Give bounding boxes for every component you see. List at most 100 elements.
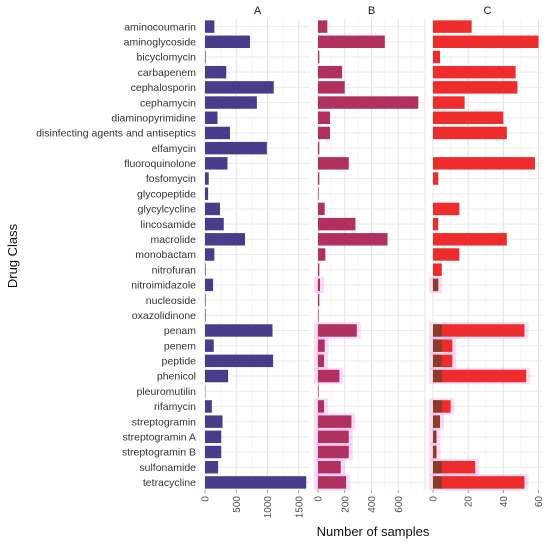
bar: [318, 127, 330, 139]
bar: [318, 81, 345, 93]
category-label: glycopeptide: [137, 188, 196, 200]
category-label: bicyclomycin: [136, 52, 196, 64]
bar-overlay: [433, 476, 442, 488]
bar: [433, 36, 538, 48]
bar-overlay: [433, 431, 437, 443]
category-label: diaminopyrimidine: [111, 112, 196, 124]
bar: [433, 172, 438, 184]
bar: [318, 172, 319, 184]
bar: [205, 400, 212, 412]
category-label: phenicol: [157, 371, 196, 383]
bar: [318, 203, 325, 215]
bar: [318, 476, 346, 488]
bar: [433, 476, 524, 488]
bar-overlay: [433, 339, 442, 351]
category-label: glycylcycline: [138, 204, 197, 216]
category-labels-layer: aminocoumarin aminoglycoside bicyclomycin c…: [36, 21, 196, 489]
bar: [205, 370, 228, 382]
bar: [205, 263, 206, 275]
category-label: streptogramin B: [122, 447, 196, 459]
bar: [205, 51, 206, 63]
bar: [433, 51, 440, 63]
bar: [318, 96, 418, 108]
bar: [318, 142, 319, 154]
bar-overlay: [433, 355, 442, 367]
bar-overlay: [433, 279, 438, 291]
bar-overlay: [433, 446, 437, 458]
x-tick-label: 0: [201, 496, 212, 502]
category-label: penem: [164, 340, 196, 352]
category-label: nitrofuran: [152, 264, 197, 276]
bar: [318, 339, 325, 351]
x-tick-label: 0: [429, 496, 440, 502]
bar: [318, 112, 330, 124]
bar-overlay: [433, 415, 440, 427]
bar: [205, 309, 206, 321]
bar: [433, 248, 459, 260]
bar: [318, 66, 342, 78]
bar: [318, 248, 325, 260]
bar: [433, 218, 438, 230]
bar-overlay: [433, 461, 442, 473]
x-tick-label: 40: [499, 496, 510, 508]
category-label: sulfonamide: [139, 462, 196, 474]
bar: [205, 142, 267, 154]
bar: [205, 476, 306, 488]
bar: [205, 203, 220, 215]
bar: [205, 446, 221, 458]
bar: [318, 415, 351, 427]
bar: [318, 461, 341, 473]
bar: [205, 461, 218, 473]
category-label: rifamycin: [154, 401, 196, 413]
bar: [318, 233, 388, 245]
category-label: aminoglycoside: [124, 36, 197, 48]
category-label: macrolide: [150, 234, 196, 246]
bar-overlay: [433, 324, 442, 336]
bar: [318, 446, 349, 458]
bar: [318, 370, 339, 382]
x-tick-label: 1000: [263, 496, 274, 519]
x-tick-label: 500: [232, 496, 243, 513]
bar: [318, 324, 357, 336]
y-axis-title: Drug Class: [5, 223, 20, 288]
bar: [205, 279, 213, 291]
bar-overlay: [433, 370, 442, 382]
bar: [205, 218, 224, 230]
bar: [205, 324, 273, 336]
bar: [318, 309, 319, 321]
panel-title: B: [368, 5, 375, 17]
bar: [433, 127, 507, 139]
bar: [433, 233, 507, 245]
category-label: fosfomycin: [146, 173, 196, 185]
bar: [433, 96, 465, 108]
bar: [433, 66, 516, 78]
x-tick-label: 200: [340, 496, 351, 513]
category-label: streptogramin: [132, 416, 196, 428]
bar: [205, 233, 245, 245]
bar: [205, 66, 226, 78]
bar: [318, 20, 327, 32]
category-label: aminocoumarin: [124, 21, 196, 33]
bar: [433, 81, 517, 93]
bar: [318, 218, 355, 230]
bar: [318, 36, 385, 48]
bar: [318, 294, 319, 306]
x-tick-label: 400: [367, 496, 378, 513]
category-label: peptide: [162, 356, 197, 368]
bar: [433, 324, 524, 336]
x-axis-title: Number of samples: [317, 524, 430, 539]
bar: [433, 370, 526, 382]
category-label: cephamycin: [140, 97, 196, 109]
bar: [205, 187, 208, 199]
category-label: penam: [164, 325, 196, 337]
bar: [318, 51, 319, 63]
bar: [205, 81, 274, 93]
bar: [433, 203, 459, 215]
x-tick-label: 1500: [294, 496, 305, 519]
category-label: lincosamide: [141, 219, 197, 231]
bar: [318, 157, 349, 169]
